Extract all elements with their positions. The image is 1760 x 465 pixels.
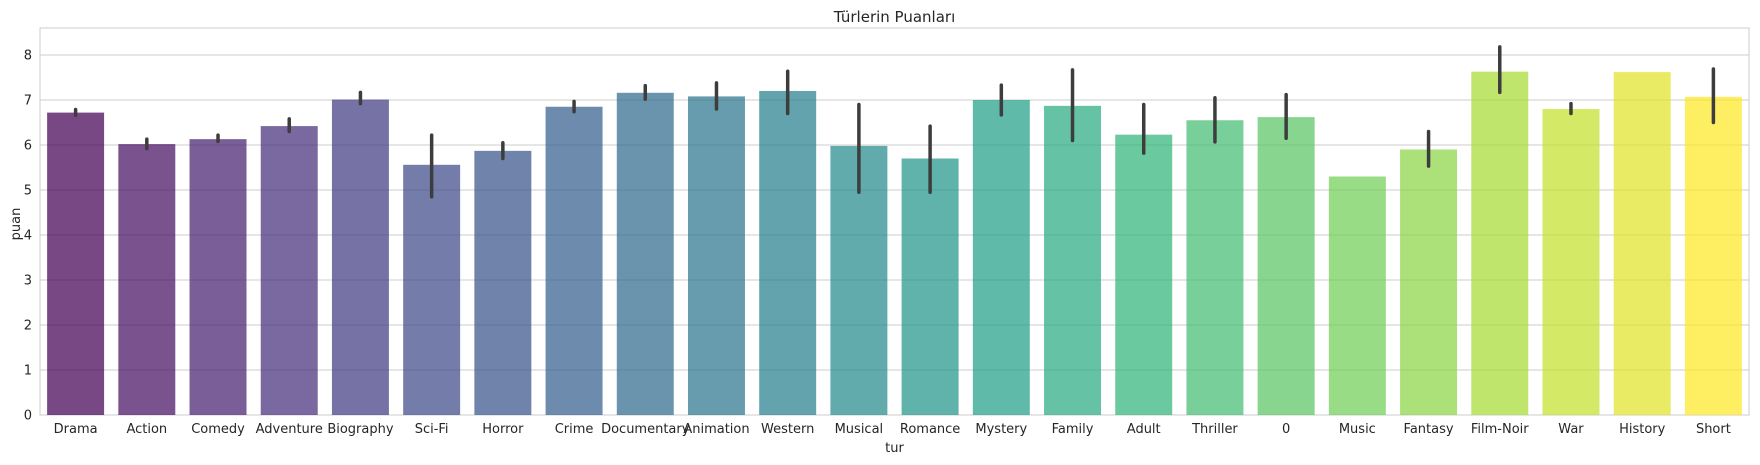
- chart-title: Türlerin Puanları: [833, 8, 955, 26]
- x-tick-label: Crime: [555, 422, 594, 437]
- bar-action: [118, 144, 176, 415]
- x-tick-label: Fantasy: [1404, 422, 1454, 437]
- y-tick-label: 0: [24, 409, 32, 424]
- error-bars: [73, 45, 1716, 199]
- x-tick-label: Biography: [327, 422, 394, 437]
- x-tick-label: Music: [1339, 422, 1376, 437]
- x-axis-label: tur: [885, 441, 904, 456]
- x-tick-label: War: [1558, 422, 1584, 437]
- x-tick-label: Comedy: [191, 422, 245, 437]
- bar-biography: [331, 99, 389, 416]
- x-tick-label: Western: [761, 422, 814, 437]
- bar-romance: [901, 158, 959, 415]
- y-tick-labels: 0 1 2 3 4 5 6 7 8: [24, 49, 32, 424]
- bar-0: [1257, 117, 1315, 415]
- bar-western: [759, 91, 817, 415]
- x-tick-label: Short: [1696, 422, 1731, 437]
- y-axis-label: puan: [9, 208, 24, 241]
- y-tick-label: 3: [24, 274, 32, 289]
- x-tick-label: Animation: [683, 422, 749, 437]
- bar-adult: [1115, 134, 1173, 415]
- bar-film-noir: [1471, 71, 1529, 416]
- x-tick-label: Mystery: [975, 422, 1027, 437]
- bar-history: [1613, 72, 1671, 415]
- x-tick-label: Horror: [482, 422, 524, 437]
- x-tick-label: Adventure: [256, 422, 323, 437]
- x-tick-label: Adult: [1127, 422, 1161, 437]
- bar-horror: [474, 150, 532, 415]
- x-tick-label: Musical: [835, 422, 884, 437]
- bar-war: [1542, 109, 1600, 415]
- x-tick-label: Action: [126, 422, 167, 437]
- y-tick-label: 8: [24, 49, 32, 64]
- y-tick-label: 1: [24, 364, 32, 379]
- x-tick-label: Thriller: [1191, 422, 1238, 437]
- bar-animation: [687, 96, 745, 416]
- bar-documentary: [616, 92, 674, 416]
- y-tick-label: 2: [24, 319, 32, 334]
- bar-thriller: [1186, 120, 1244, 415]
- x-tick-label: Family: [1052, 422, 1094, 437]
- plot-area: [39, 27, 1750, 416]
- bars: [47, 71, 1742, 416]
- x-tick-label: Romance: [900, 422, 960, 437]
- bar-adventure: [260, 126, 318, 415]
- y-tick-label: 4: [24, 229, 32, 244]
- y-tick-label: 6: [24, 139, 32, 154]
- bar-family: [1044, 105, 1102, 415]
- y-tick-label: 5: [24, 184, 32, 199]
- bar-drama: [47, 112, 105, 415]
- x-tick-label: Drama: [54, 422, 98, 437]
- x-tick-label: 0: [1282, 422, 1290, 437]
- bar-comedy: [189, 139, 247, 415]
- bar-sci-fi: [403, 164, 461, 415]
- grid-lines: [40, 54, 1749, 416]
- x-tick-labels: Drama Action Comedy Adventure Biography Sci-F…: [54, 422, 1731, 437]
- bar-fantasy: [1400, 149, 1458, 415]
- x-tick-label: Documentary: [601, 422, 690, 437]
- x-tick-label: Film-Noir: [1471, 422, 1529, 437]
- x-tick-label: Sci-Fi: [415, 422, 449, 437]
- x-tick-label: History: [1619, 422, 1666, 437]
- bar-music: [1328, 176, 1386, 415]
- y-tick-label: 7: [24, 94, 32, 109]
- bar-short: [1684, 96, 1742, 415]
- bar-crime: [545, 106, 603, 415]
- bar-mystery: [972, 100, 1030, 415]
